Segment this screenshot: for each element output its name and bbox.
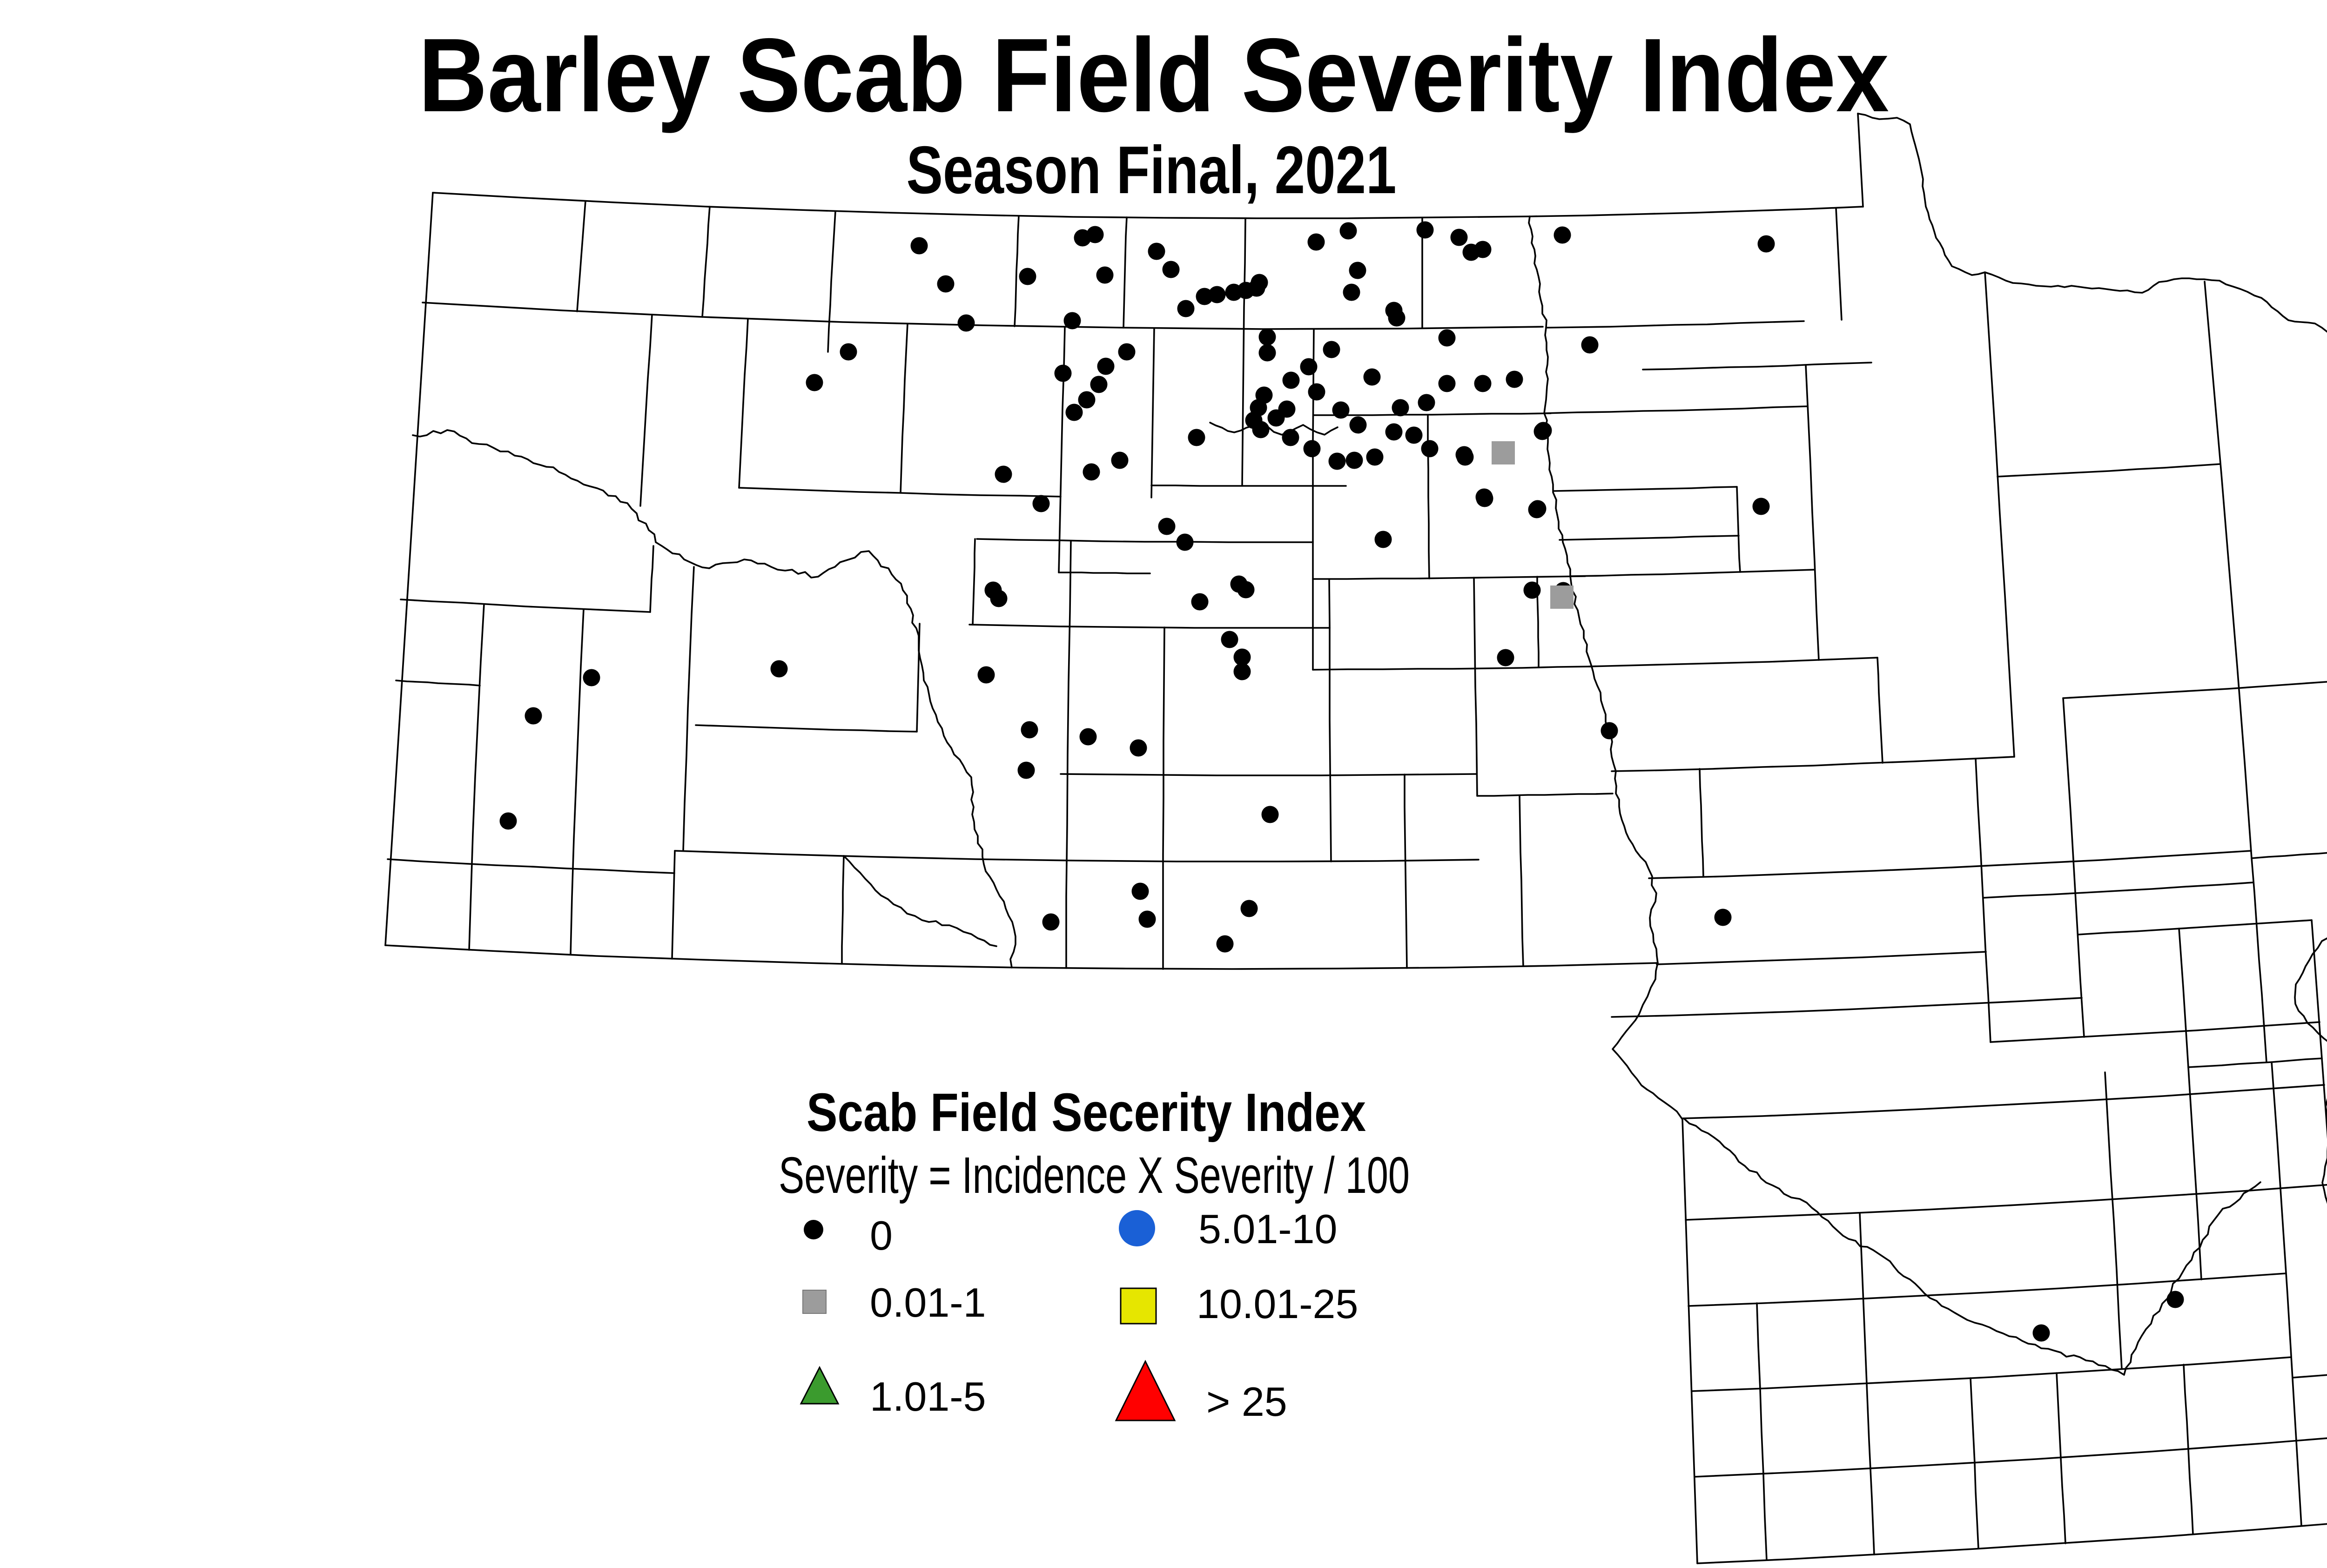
svg-text:Season Final, 2021: Season Final, 2021 xyxy=(907,132,1397,208)
svg-text:0.01-1: 0.01-1 xyxy=(870,1279,986,1326)
svg-text:5.01-10: 5.01-10 xyxy=(1198,1206,1337,1252)
svg-text:1.01-5: 1.01-5 xyxy=(870,1373,986,1420)
svg-text:0: 0 xyxy=(870,1212,893,1258)
svg-text:Severity = Incidence X Severit: Severity = Incidence X Severity / 100 xyxy=(779,1147,1410,1204)
svg-text:Barley Scab Field Severity Ind: Barley Scab Field Severity Index xyxy=(418,16,1889,134)
svg-text:10.01-25: 10.01-25 xyxy=(1197,1281,1358,1327)
svg-text:Scab Field Secerity Index: Scab Field Secerity Index xyxy=(807,1082,1366,1143)
svg-text:> 25: > 25 xyxy=(1206,1379,1287,1425)
